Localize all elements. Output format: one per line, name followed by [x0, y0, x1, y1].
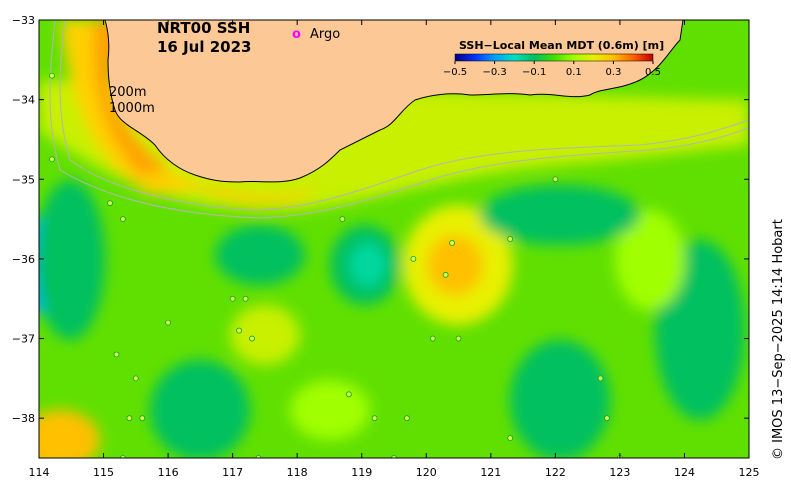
colorbar-tick-label: −0.3 [482, 67, 506, 78]
x-tick-label: 116 [158, 466, 179, 479]
x-tick-label: 114 [29, 466, 50, 479]
x-tick-label: 120 [416, 466, 437, 479]
x-tick-label: 121 [480, 466, 501, 479]
argo-markers [49, 72, 623, 458]
isobath-1000m [49, 20, 749, 219]
plot-frame [38, 19, 750, 459]
credit-text: © IMOS 13−Sep−2025 14:14 Hobart [771, 219, 786, 460]
x-tick-label: 124 [674, 466, 695, 479]
x-tick-label: 122 [545, 466, 566, 479]
x-tick-label: 119 [351, 466, 372, 479]
float-marker [429, 335, 436, 342]
ssh-east-warm [615, 210, 685, 310]
colorbar-tick-label: 0.3 [605, 67, 621, 78]
ssh-cold-band [480, 185, 640, 245]
x-tick-label: 117 [222, 466, 243, 479]
argo-legend-marker: o [292, 27, 301, 42]
map-title-line1: NRT00 SSH [157, 19, 250, 37]
ssh-southeast-cold [510, 340, 610, 458]
colorbar-tick-label: −0.5 [443, 67, 467, 78]
y-tick-label: −34 [12, 94, 35, 107]
y-tick-label: −37 [12, 333, 35, 346]
float-marker [345, 391, 352, 398]
float-marker [597, 375, 604, 382]
float-marker [126, 415, 133, 422]
isobath-label-200m: 200m [109, 85, 146, 100]
float-marker [507, 435, 514, 441]
float-marker [107, 200, 113, 207]
ssh-sw-warm [39, 410, 100, 458]
float-marker [455, 335, 462, 342]
colorbar-bar [454, 53, 654, 62]
float-marker [120, 455, 126, 458]
y-tick-label: −38 [12, 412, 35, 425]
colorbar: SSH−Local Mean MDT (0.6m) [m] −0.5 −0.3 −0… [443, 39, 664, 78]
float-marker [236, 327, 242, 334]
x-tick-label: 123 [609, 466, 630, 479]
ssh-west-green [39, 180, 105, 340]
float-marker [49, 72, 55, 79]
float-marker [249, 335, 255, 342]
isobath-label-1000m: 1000m [109, 101, 155, 116]
colorbar-tick-label: 0.5 [645, 67, 661, 78]
x-axis: 114 115 116 117 118 119 120 121 122 123 124 125 [29, 20, 760, 479]
float-marker [229, 295, 236, 302]
ssh-south-cold [150, 360, 250, 458]
float-marker [604, 415, 610, 422]
colorbar-title: SSH−Local Mean MDT (0.6m) [m] [459, 39, 664, 52]
float-marker [552, 176, 559, 183]
x-tick-label: 115 [93, 466, 114, 479]
float-marker [449, 240, 455, 246]
plot-area [39, 20, 749, 458]
float-marker [404, 415, 410, 422]
ssh-eddy-hot [427, 235, 483, 295]
y-tick-label: −35 [12, 173, 35, 186]
float-marker [165, 319, 171, 326]
argo-legend-label: Argo [310, 27, 340, 42]
x-tick-label: 125 [739, 466, 760, 479]
float-marker [255, 455, 262, 458]
float-marker [507, 236, 514, 242]
colorbar-tick-label: 0.1 [566, 67, 582, 78]
ssh-eddy-warm-2 [230, 305, 300, 365]
colorbar-tick-label: −0.1 [522, 67, 546, 78]
float-marker [139, 415, 146, 422]
float-marker [120, 216, 126, 222]
ssh-center-warm [290, 380, 370, 440]
float-marker [442, 271, 449, 278]
float-marker [132, 375, 139, 382]
x-tick-label: 118 [287, 466, 308, 479]
float-marker [371, 415, 378, 422]
float-marker [113, 351, 120, 358]
y-tick-label: −36 [12, 253, 35, 266]
y-tick-label: −33 [12, 14, 35, 27]
ssh-coast-orange [180, 175, 320, 204]
ssh-eddy-cold-2 [215, 225, 305, 285]
y-axis: −33 −34 −35 −36 −37 −38 [12, 14, 749, 425]
float-marker [391, 455, 397, 458]
map-title-line2: 16 Jul 2023 [157, 38, 251, 56]
float-marker [49, 156, 55, 163]
float-marker [339, 216, 346, 222]
colorbar-ticks: −0.5 −0.3 −0.1 0.1 0.3 0.5 [443, 61, 661, 78]
isobath-200m [59, 20, 749, 211]
float-marker [410, 256, 417, 262]
float-marker [242, 295, 249, 302]
ssh-eddy-cold-1-core [350, 243, 386, 287]
